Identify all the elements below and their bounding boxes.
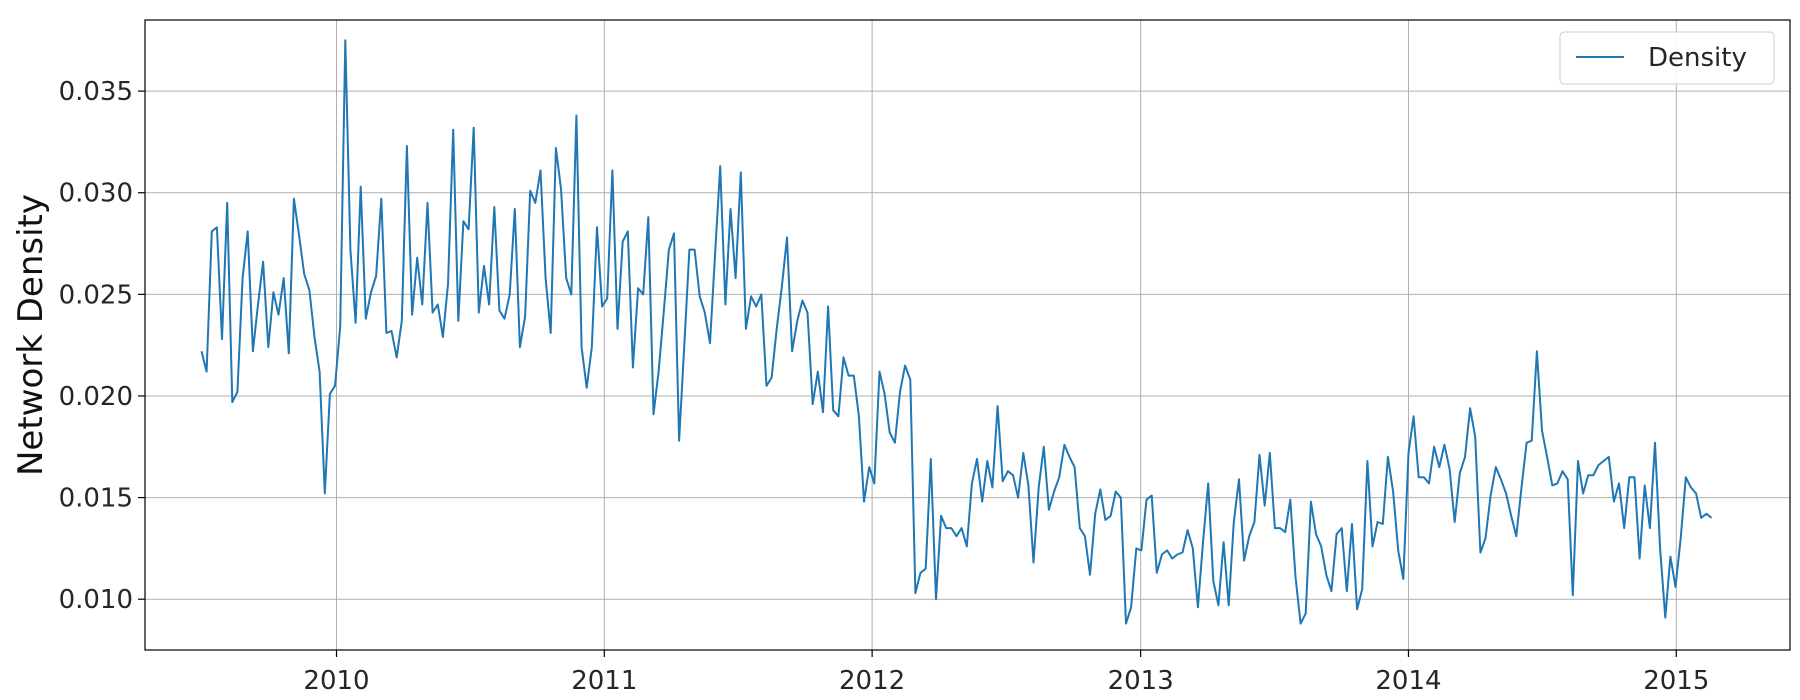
- y-tick-label: 0.035: [59, 77, 133, 107]
- y-tick-label: 0.030: [59, 179, 133, 209]
- x-tick-label: 2011: [571, 666, 637, 696]
- legend: Density: [1559, 31, 1775, 85]
- x-tick-label: 2010: [303, 666, 369, 696]
- y-tick-label: 0.015: [59, 484, 133, 514]
- series-layer: [200, 39, 1713, 625]
- legend-label-density: Density: [1648, 43, 1747, 73]
- plot-frame: [144, 19, 1791, 651]
- y-tick-label: 0.010: [59, 585, 133, 615]
- x-tick-label: 2012: [839, 666, 905, 696]
- legend-box: [1559, 31, 1775, 85]
- tick-layer: 2010 2011 2012 2013 2014 2015 0.010 0.015 0.020 0…: [59, 77, 1710, 696]
- x-tick-label: 2014: [1375, 666, 1441, 696]
- y-axis-title: Network Density: [11, 194, 51, 476]
- y-tick-label: 0.025: [59, 280, 133, 310]
- grid-layer: [145, 20, 1790, 650]
- series-line-density: [200, 39, 1713, 625]
- x-tick-label: 2013: [1108, 666, 1174, 696]
- x-tick-label: 2015: [1643, 666, 1709, 696]
- y-tick-label: 0.020: [59, 382, 133, 412]
